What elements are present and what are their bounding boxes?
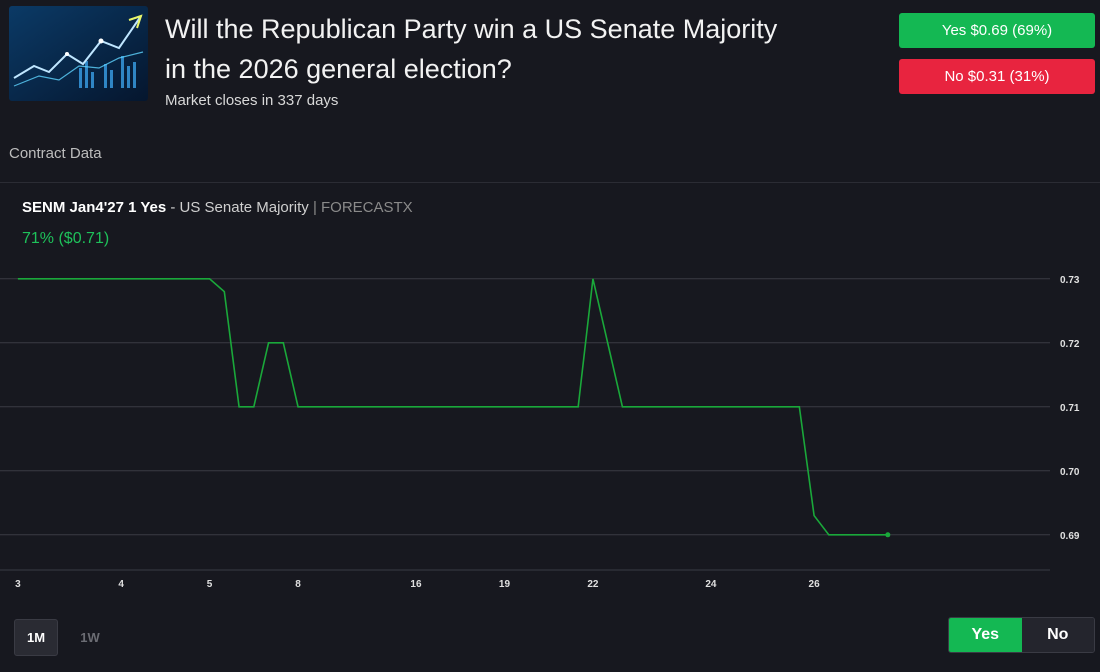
contract-exchange: FORECASTX <box>316 199 413 216</box>
x-tick-label: 26 <box>809 579 821 590</box>
series-line-yes <box>17 277 888 536</box>
contract-ticker: SENM Jan4'27 1 Yes <box>22 199 167 216</box>
x-tick-label: 3 <box>15 579 21 590</box>
y-tick-label: 0.72 <box>1060 339 1080 350</box>
y-tick-label: 0.70 <box>1060 467 1080 478</box>
market-title-line1: Will the Republican Party win a US Senat… <box>165 14 778 44</box>
x-tick-label: 22 <box>587 579 599 590</box>
last-point-marker <box>885 532 891 538</box>
contract-description: - US Senate Majority <box>166 199 313 216</box>
y-tick-label: 0.69 <box>1060 531 1080 542</box>
current-price: 71% ($0.71) <box>22 230 110 247</box>
buy-yes-button[interactable]: Yes $0.69 (69%) <box>899 13 1095 48</box>
x-tick-label: 4 <box>118 579 124 590</box>
x-tick-label: 19 <box>499 579 511 590</box>
toggle-yes-option[interactable]: Yes <box>949 618 1022 652</box>
market-title-line2: in the 2026 general election? <box>165 54 512 84</box>
market-closes-text: Market closes in 337 days <box>165 92 339 109</box>
range-1m-tab[interactable]: 1M <box>14 619 58 656</box>
x-tick-label: 24 <box>705 579 717 590</box>
x-tick-label: 16 <box>410 579 422 590</box>
contract-header: SENM Jan4'27 1 Yes - US Senate Majority … <box>22 199 413 216</box>
buy-no-button[interactable]: No $0.31 (31%) <box>899 59 1095 94</box>
toggle-no-option[interactable]: No <box>1021 618 1094 652</box>
y-tick-label: 0.71 <box>1060 403 1080 414</box>
market-thumbnail <box>9 6 148 101</box>
x-tick-label: 5 <box>207 579 213 590</box>
x-tick-label: 8 <box>295 579 301 590</box>
market-title: Will the Republican Party win a US Senat… <box>165 9 865 89</box>
contract-separator: | <box>312 199 317 216</box>
contract-data-heading: Contract Data <box>9 145 102 162</box>
range-tabs: 1M 1W <box>14 619 112 656</box>
range-1w-tab[interactable]: 1W <box>80 630 100 645</box>
y-tick-label: 0.73 <box>1060 275 1080 286</box>
price-chart[interactable]: 0.73 0.72 0.71 0.70 0.69 3 4 5 8 16 19 22 24 26 <box>0 250 1100 595</box>
yes-no-toggle: Yes No <box>948 617 1095 653</box>
section-divider <box>0 182 1100 183</box>
